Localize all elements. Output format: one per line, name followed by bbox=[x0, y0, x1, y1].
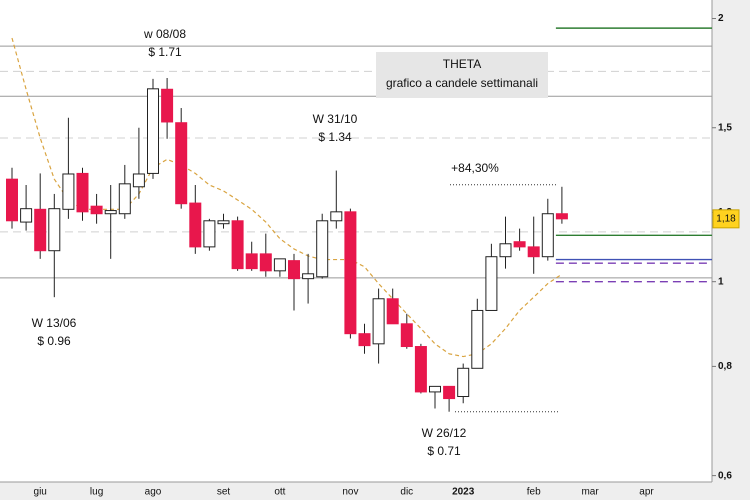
annotation: W 26/12 bbox=[422, 426, 467, 440]
last-price-badge bbox=[712, 209, 740, 229]
candle-body bbox=[203, 220, 216, 248]
candle-body bbox=[118, 183, 131, 215]
annotation: $ 0.96 bbox=[37, 334, 71, 348]
last-price-label: 1,18 bbox=[716, 213, 736, 224]
candle-body bbox=[471, 309, 484, 369]
overlay: 0,60,811,21,52giulugagosetottnovdic2023f… bbox=[32, 13, 740, 498]
chart-title: THETA bbox=[443, 57, 481, 71]
y-axis-panel bbox=[712, 0, 750, 500]
candle-body bbox=[104, 210, 117, 215]
x-tick-label: ago bbox=[145, 487, 162, 498]
x-tick-label: apr bbox=[639, 487, 654, 498]
x-tick-label: feb bbox=[527, 487, 541, 498]
candle-body bbox=[386, 298, 399, 325]
title-box bbox=[376, 52, 548, 98]
x-tick-label: ott bbox=[274, 487, 285, 498]
x-tick-label: lug bbox=[90, 487, 103, 498]
annotation: +84,30% bbox=[451, 161, 499, 175]
y-tick-label: 1,5 bbox=[718, 122, 732, 133]
y-tick-label: 0,8 bbox=[718, 361, 732, 372]
candle-body bbox=[147, 88, 159, 174]
candle-body bbox=[288, 260, 300, 280]
candle-body bbox=[316, 220, 329, 278]
candle-body bbox=[485, 256, 498, 311]
annotation: $ 0.71 bbox=[427, 444, 461, 458]
chart-subtitle: grafico a candele settimanali bbox=[386, 76, 538, 90]
candle-body bbox=[62, 173, 75, 210]
annotation: w 08/08 bbox=[143, 27, 186, 41]
candle-body bbox=[443, 385, 456, 400]
candle-body bbox=[541, 213, 554, 258]
candle-body bbox=[132, 173, 145, 188]
x-tick-label: mar bbox=[581, 487, 599, 498]
candle-body bbox=[189, 202, 202, 248]
x-tick-label: dic bbox=[400, 487, 413, 498]
x-axis-panel bbox=[0, 482, 750, 500]
x-tick-label: set bbox=[217, 487, 231, 498]
candle-body bbox=[6, 178, 18, 222]
candle-body bbox=[20, 208, 33, 223]
candle-body bbox=[161, 88, 174, 123]
candle-body bbox=[555, 213, 568, 220]
candle-body bbox=[76, 172, 89, 213]
candle-body bbox=[457, 367, 470, 398]
candle-body bbox=[330, 211, 343, 222]
moving-average bbox=[11, 37, 563, 358]
candle-body bbox=[245, 253, 258, 270]
candle-body bbox=[372, 298, 385, 345]
candle-body bbox=[499, 243, 512, 258]
x-tick-label: 2023 bbox=[452, 487, 475, 498]
grid bbox=[0, 18, 716, 477]
candle-body bbox=[34, 208, 47, 252]
x-tick-label: giu bbox=[34, 487, 47, 498]
annotation: $ 1.71 bbox=[148, 45, 182, 59]
candle-body bbox=[175, 122, 188, 205]
y-tick-label: 2 bbox=[718, 13, 724, 24]
plot bbox=[6, 37, 568, 412]
candle-body bbox=[527, 246, 540, 258]
candle-body bbox=[429, 385, 441, 393]
candle-body bbox=[344, 211, 357, 335]
annotation: $ 1.34 bbox=[318, 130, 352, 144]
candle-body bbox=[259, 253, 272, 272]
candle-body bbox=[48, 208, 61, 252]
candle-body bbox=[217, 220, 230, 225]
y-tick-label: 0,6 bbox=[718, 470, 732, 481]
annotation: W 13/06 bbox=[32, 316, 77, 330]
candle-body bbox=[273, 258, 286, 272]
candle-body bbox=[90, 205, 103, 215]
candle-body bbox=[513, 241, 526, 248]
candle-body bbox=[414, 346, 427, 393]
candle-body bbox=[302, 273, 315, 280]
candle-body bbox=[231, 220, 244, 270]
candle-body bbox=[358, 333, 371, 347]
candle-body bbox=[400, 323, 413, 348]
y-tick-label: 1 bbox=[718, 276, 724, 287]
annotation: W 31/10 bbox=[313, 112, 358, 126]
x-tick-label: nov bbox=[342, 487, 358, 498]
